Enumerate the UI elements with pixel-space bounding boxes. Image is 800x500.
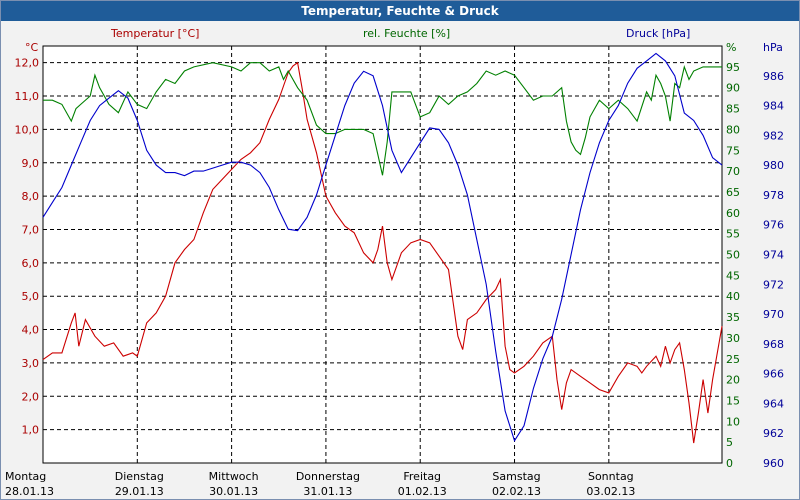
day-label: Samstag: [492, 470, 540, 483]
temperature-tick-label: 9,0: [22, 157, 40, 170]
humidity-tick-label: 10: [726, 415, 740, 428]
date-label: 31.01.13: [303, 485, 352, 498]
grid-lines: [43, 46, 722, 463]
temperature-tick-label: 5,0: [22, 290, 40, 303]
humidity-tick-label: 75: [726, 144, 740, 157]
pressure-unit-label: hPa: [763, 41, 783, 54]
humidity-tick-label: 15: [726, 394, 740, 407]
humidity-tick-label: 40: [726, 290, 740, 303]
pressure-tick-label: 964: [763, 397, 784, 410]
pressure-series-line: [42, 52, 723, 442]
temperature-tick-label: 1,0: [22, 424, 40, 437]
pressure-tick-label: 962: [763, 427, 784, 440]
humidity-axis: 0 5 10 15 20 25 30 35 40 45 50 55 60 65 70 75 80 85 90 95: [726, 61, 740, 470]
temperature-tick-label: 6,0: [22, 257, 40, 270]
plot-area: [42, 45, 723, 464]
pressure-tick-label: 970: [763, 308, 784, 321]
pressure-tick-label: 984: [763, 100, 784, 113]
day-label: Mittwoch: [209, 470, 259, 483]
humidity-tick-label: 5: [726, 436, 733, 449]
humidity-tick-label: 0: [726, 457, 733, 470]
temperature-tick-label: 10,0: [15, 123, 40, 136]
humidity-tick-label: 80: [726, 123, 740, 136]
day-label: Donnerstag: [296, 470, 360, 483]
day-label: Freitag: [403, 470, 441, 483]
humidity-tick-label: 70: [726, 165, 740, 178]
day-label: Sonntag: [588, 470, 634, 483]
pressure-tick-label: 982: [763, 129, 784, 142]
humidity-tick-label: 35: [726, 311, 740, 324]
temperature-tick-label: 8,0: [22, 190, 40, 203]
humidity-tick-label: 85: [726, 103, 740, 116]
pressure-tick-label: 974: [763, 249, 784, 262]
pressure-tick-label: 960: [763, 457, 784, 470]
pressure-axis: 960 962 964 966 968 970 972 974 976 978 980 982 984 9…: [763, 70, 784, 470]
temperature-unit-label: °C: [25, 41, 39, 54]
pressure-tick-label: 986: [763, 70, 784, 83]
humidity-tick-label: 90: [726, 82, 740, 95]
temperature-series-line: [42, 61, 723, 444]
pressure-tick-label: 966: [763, 368, 784, 381]
humidity-header: rel. Feuchte [%]: [363, 27, 450, 40]
temperature-tick-label: 4,0: [22, 324, 40, 337]
humidity-tick-label: 55: [726, 228, 740, 241]
humidity-tick-label: 50: [726, 249, 740, 262]
date-label: 28.01.13: [5, 485, 54, 498]
temperature-header: Temperatur [°C]: [110, 27, 199, 40]
date-label: 30.01.13: [209, 485, 258, 498]
pressure-tick-label: 976: [763, 219, 784, 232]
humidity-series-line: [43, 62, 722, 176]
day-label: Dienstag: [115, 470, 164, 483]
chart-title: Temperatur, Feuchte & Druck: [1, 1, 799, 21]
pressure-tick-label: 980: [763, 159, 784, 172]
humidity-tick-label: 95: [726, 61, 740, 74]
temperature-tick-label: 3,0: [22, 357, 40, 370]
humidity-tick-label: 30: [726, 332, 740, 345]
date-label: 01.02.13: [398, 485, 447, 498]
humidity-unit-label: %: [726, 41, 736, 54]
series-lines: [42, 52, 723, 444]
humidity-tick-label: 65: [726, 186, 740, 199]
day-label: Montag: [5, 470, 46, 483]
temperature-axis: 1,0 2,0 3,0 4,0 5,0 6,0 7,0 8,0 9,0 10,0 11,0 12,0: [15, 57, 40, 437]
pressure-tick-label: 972: [763, 278, 784, 291]
time-axis: Montag 28.01.13 Dienstag 29.01.13 Mittwoch 30…: [5, 470, 635, 498]
date-label: 02.02.13: [492, 485, 541, 498]
humidity-tick-label: 45: [726, 269, 740, 282]
humidity-tick-label: 20: [726, 374, 740, 387]
temperature-tick-label: 2,0: [22, 390, 40, 403]
pressure-tick-label: 978: [763, 189, 784, 202]
pressure-tick-label: 968: [763, 338, 784, 351]
humidity-tick-label: 25: [726, 353, 740, 366]
date-label: 03.02.13: [586, 485, 635, 498]
humidity-tick-label: 60: [726, 207, 740, 220]
temperature-tick-label: 11,0: [15, 90, 40, 103]
date-label: 29.01.13: [115, 485, 164, 498]
temperature-tick-label: 7,0: [22, 223, 40, 236]
pressure-header: Druck [hPa]: [626, 27, 690, 40]
temperature-tick-label: 12,0: [15, 57, 40, 70]
